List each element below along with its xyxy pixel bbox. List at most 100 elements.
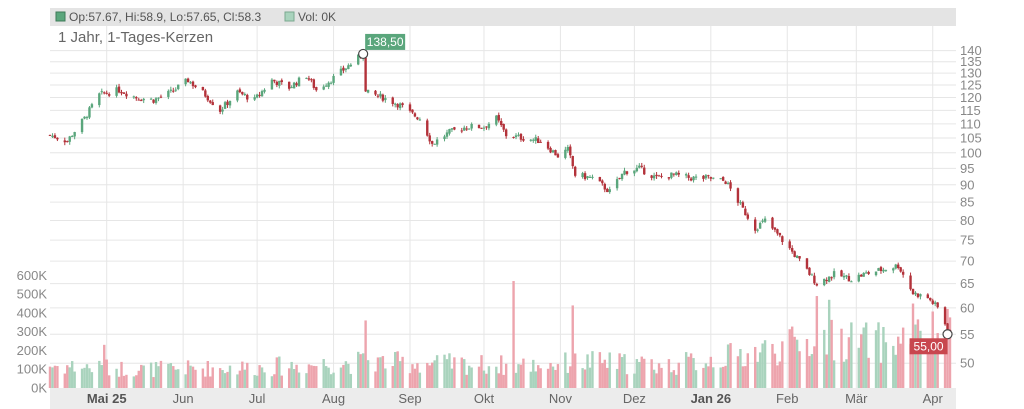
- volume-bar: [206, 361, 210, 388]
- volume-bar: [450, 368, 454, 388]
- volume-bar: [850, 322, 853, 388]
- volume-bar: [361, 353, 365, 388]
- candle-body: [278, 80, 281, 86]
- volume-bar: [149, 362, 153, 388]
- candle-body: [687, 175, 690, 178]
- volume-bar: [305, 373, 308, 388]
- volume-bar: [312, 365, 316, 388]
- candle-body: [120, 91, 123, 94]
- candle-body: [236, 90, 239, 101]
- candle-body: [640, 165, 643, 167]
- candle-body: [159, 96, 163, 98]
- volume-bar: [327, 367, 330, 388]
- volume-bar: [539, 368, 542, 388]
- candle-body: [142, 98, 145, 101]
- volume-bar: [588, 367, 592, 388]
- volume-bar: [56, 366, 59, 388]
- candle-body: [307, 78, 311, 80]
- volume-bar: [174, 369, 177, 388]
- candle-body: [477, 124, 481, 129]
- candle-body: [827, 276, 831, 282]
- candle-body: [184, 78, 187, 85]
- candle-body: [435, 139, 439, 145]
- volume-bar: [246, 362, 249, 388]
- candle-body: [448, 129, 451, 134]
- candle-body: [411, 109, 414, 113]
- volume-bar: [426, 362, 429, 388]
- volume-bar: [120, 361, 123, 388]
- candle-body: [137, 99, 140, 101]
- candle-body: [926, 294, 930, 299]
- candle-body: [122, 92, 126, 94]
- candle-body: [445, 132, 449, 137]
- candle-body: [702, 175, 705, 179]
- volume-bar: [860, 334, 863, 388]
- candle-body: [253, 97, 256, 100]
- volume-bar: [278, 356, 281, 388]
- volume-bar: [90, 372, 94, 388]
- volume-bar: [729, 343, 732, 388]
- volume-bar: [357, 351, 360, 388]
- volume-bar: [512, 281, 515, 388]
- volume-bar: [465, 374, 468, 388]
- candle-body: [305, 77, 308, 79]
- candle-body: [934, 302, 937, 304]
- candle-body: [376, 95, 380, 97]
- volume-bar: [218, 368, 222, 388]
- candle-body: [504, 129, 508, 137]
- candle-body: [413, 113, 417, 117]
- candle-body: [152, 99, 155, 103]
- date-tick-label: Nov: [549, 391, 573, 406]
- candle-body: [73, 132, 76, 137]
- volume-bar: [226, 371, 229, 388]
- candle-body: [430, 141, 434, 144]
- candle-body: [623, 170, 626, 175]
- candle-body: [418, 119, 422, 121]
- candle-body: [70, 136, 74, 138]
- candle-body: [813, 275, 816, 284]
- candle-body: [655, 174, 658, 177]
- volume-bar: [618, 353, 621, 388]
- candle-body: [936, 302, 939, 308]
- candle-body: [105, 92, 108, 94]
- volume-bar: [374, 371, 377, 388]
- volume-bar: [633, 373, 636, 388]
- date-tick-label: Mai 25: [87, 391, 127, 406]
- volume-bar: [329, 374, 333, 388]
- candle-body: [554, 150, 557, 156]
- volume-bar: [517, 364, 520, 388]
- volume-legend-text: Vol: 0K: [298, 10, 336, 24]
- volume-bar: [909, 344, 912, 388]
- volume-bar: [238, 370, 242, 388]
- volume-bar: [660, 367, 663, 388]
- candle-body: [260, 91, 264, 97]
- candle-body: [660, 175, 663, 177]
- candle-body: [761, 220, 764, 222]
- candle-body: [763, 218, 767, 222]
- candle-body: [564, 149, 567, 158]
- price-tick-label: 95: [960, 161, 974, 176]
- volume-bar: [132, 376, 136, 388]
- candle-body: [83, 116, 86, 119]
- volume-bar: [191, 366, 195, 388]
- volume-bar: [172, 366, 175, 388]
- candle-body: [315, 87, 318, 91]
- volume-bar: [763, 340, 767, 388]
- volume-bar: [430, 362, 434, 388]
- candle-body: [694, 176, 698, 178]
- volume-legend-swatch: [284, 11, 295, 22]
- price-tick-label: 75: [960, 233, 974, 248]
- volume-bar: [107, 375, 111, 388]
- candle-body: [364, 57, 367, 92]
- volume-bar: [502, 374, 505, 388]
- candle-body: [381, 94, 385, 101]
- volume-bar: [263, 372, 266, 388]
- candle-body: [864, 272, 868, 274]
- volume-bar: [297, 372, 301, 388]
- candle-body: [189, 82, 192, 84]
- candle-body: [347, 65, 350, 70]
- price-tick-label: 135: [960, 54, 982, 69]
- volume-bar: [453, 357, 456, 388]
- volume-bar: [376, 357, 380, 388]
- candle-body: [292, 82, 296, 89]
